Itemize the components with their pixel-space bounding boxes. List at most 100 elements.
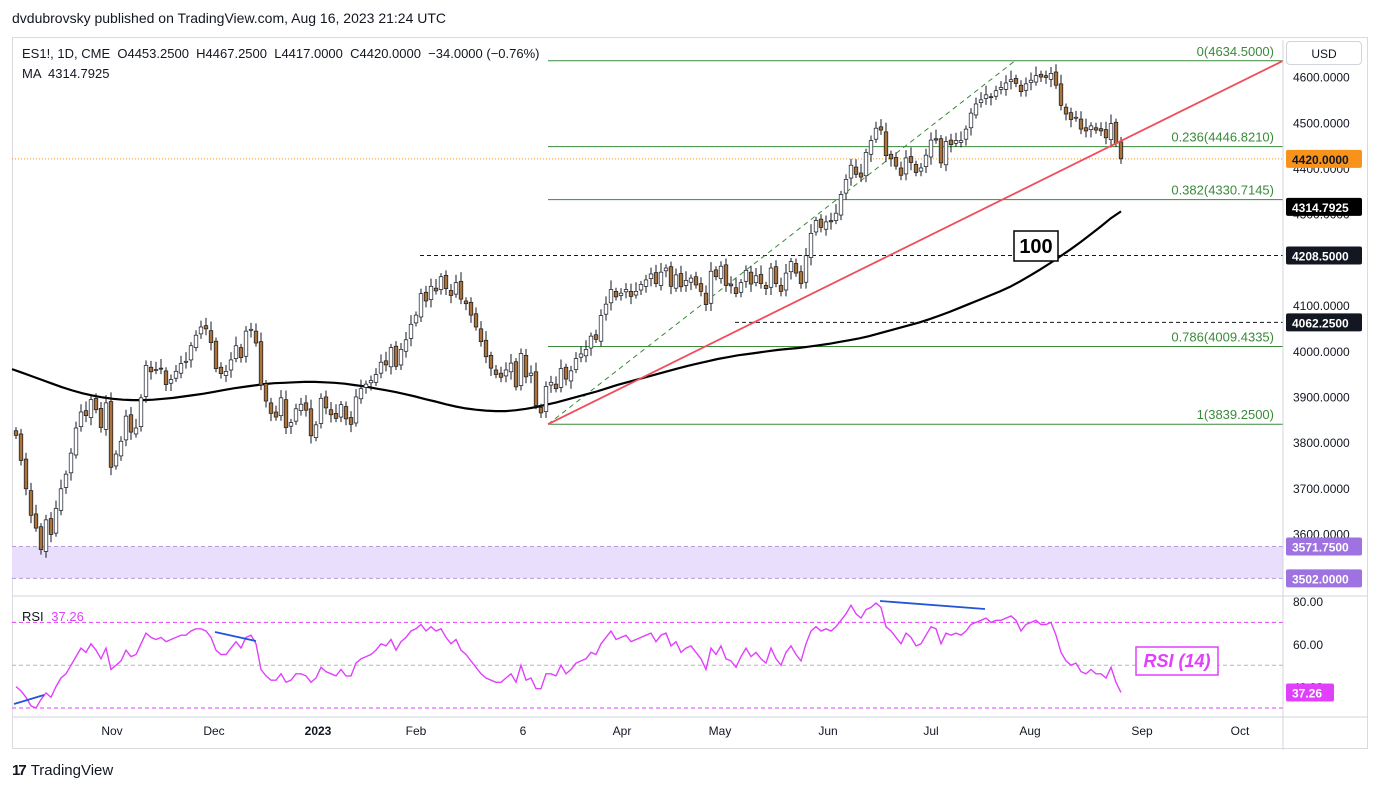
candle-body [488, 354, 494, 369]
price-axis-label-box [1286, 246, 1362, 265]
candle-body [343, 406, 349, 420]
candle-body [283, 399, 289, 428]
candle-body [353, 396, 359, 424]
candle-body [1088, 125, 1094, 130]
price-axis-label: 3571.7500 [1292, 540, 1349, 554]
candle-body [248, 328, 254, 331]
candle-body [323, 396, 329, 409]
time-tick-label: Jul [923, 724, 938, 738]
candle-body [1073, 116, 1079, 119]
candle-body [913, 163, 919, 173]
candle-body [848, 164, 854, 179]
rsi-tick-label: 60.00 [1293, 638, 1323, 652]
candle-body [693, 276, 699, 286]
candle-body [563, 366, 569, 380]
candle-body [178, 363, 184, 374]
candle-body [338, 404, 344, 418]
candle-body [703, 292, 709, 305]
fib-level-label: 0.236(4446.8210) [1171, 130, 1274, 145]
candle-body [73, 427, 79, 456]
fib-diagonal-line [547, 60, 1016, 425]
candle-body [1033, 75, 1039, 83]
candle-body [768, 267, 774, 288]
candle-body [1043, 75, 1049, 78]
footer: 17 TradingView [12, 762, 113, 779]
candle-body [68, 452, 74, 474]
candle-body [898, 167, 904, 176]
candle-body [358, 388, 364, 400]
candle-body [173, 370, 179, 379]
candle-body [773, 266, 779, 284]
candle-body [118, 440, 124, 457]
candle-body [588, 335, 594, 349]
candle-body [743, 269, 749, 282]
candle-body [113, 453, 119, 467]
candle-body [508, 362, 514, 373]
candle-body [793, 263, 799, 274]
candle-body [828, 220, 834, 223]
rsi-divergence-line [13, 694, 45, 705]
rsi-callout-box [1135, 646, 1219, 676]
candle-body [943, 141, 949, 166]
candle-body [1058, 83, 1064, 106]
candle-body [653, 272, 659, 284]
rsi-line [15, 602, 1122, 709]
candle-body [1028, 79, 1034, 83]
candle-body [128, 414, 134, 433]
candle-body [208, 330, 214, 343]
candle-body [1003, 82, 1009, 90]
time-tick-label: Sep [1131, 724, 1153, 738]
candle-body [158, 367, 164, 370]
candle-body [918, 167, 924, 172]
candle-body [713, 269, 719, 278]
rsi-legend: RSI 37.26 [22, 609, 84, 624]
candle-body [803, 255, 809, 283]
candle-body [668, 266, 674, 287]
footer-brand[interactable]: TradingView [30, 762, 114, 779]
candle-body [673, 274, 679, 289]
price-tick-label: 3900.0000 [1293, 390, 1350, 404]
candle-body [1053, 71, 1059, 86]
candle-body [723, 264, 729, 286]
candle-body [53, 508, 59, 534]
candle-body [1108, 123, 1114, 140]
candle-body [748, 271, 754, 285]
candle-body [28, 490, 34, 516]
candle-body [648, 273, 654, 279]
candle-body [253, 330, 259, 344]
price-tick-label: 3800.0000 [1293, 436, 1350, 450]
candle-body [738, 282, 744, 293]
candle-body [1038, 73, 1044, 78]
candle-body [718, 265, 724, 279]
candle-body [103, 402, 109, 430]
fib-level-label: 0.382(4330.7145) [1171, 183, 1274, 198]
candle-body [968, 112, 974, 129]
symbol-legend: ES1!, 1D, CME O4453.2500 H4467.2500 L441… [22, 46, 540, 61]
ma-callout-box [1013, 230, 1059, 262]
support-zone [12, 546, 1283, 579]
candle-body [258, 341, 264, 386]
candle-body [98, 408, 104, 428]
candle-body [203, 325, 209, 330]
candle-body [963, 128, 969, 140]
candle-body [218, 366, 224, 374]
tradingview-logo-icon[interactable]: 17 [12, 762, 27, 779]
candle-body [38, 526, 44, 550]
candle-body [1063, 106, 1069, 115]
currency-button[interactable]: USD [1286, 41, 1362, 65]
candle-body [663, 267, 669, 272]
candle-body [468, 301, 474, 316]
time-tick-label: Jun [818, 724, 837, 738]
candle-body [78, 411, 84, 427]
rsi-axis-label-box [1286, 683, 1334, 702]
candle-body [538, 407, 544, 414]
candle-body [163, 370, 169, 385]
candle-body [193, 334, 199, 348]
candle-body [888, 153, 894, 160]
candle-body [58, 488, 64, 511]
candle-body [513, 361, 519, 388]
candle-body [543, 386, 549, 412]
candle-body [43, 519, 49, 552]
candle-body [263, 383, 269, 402]
